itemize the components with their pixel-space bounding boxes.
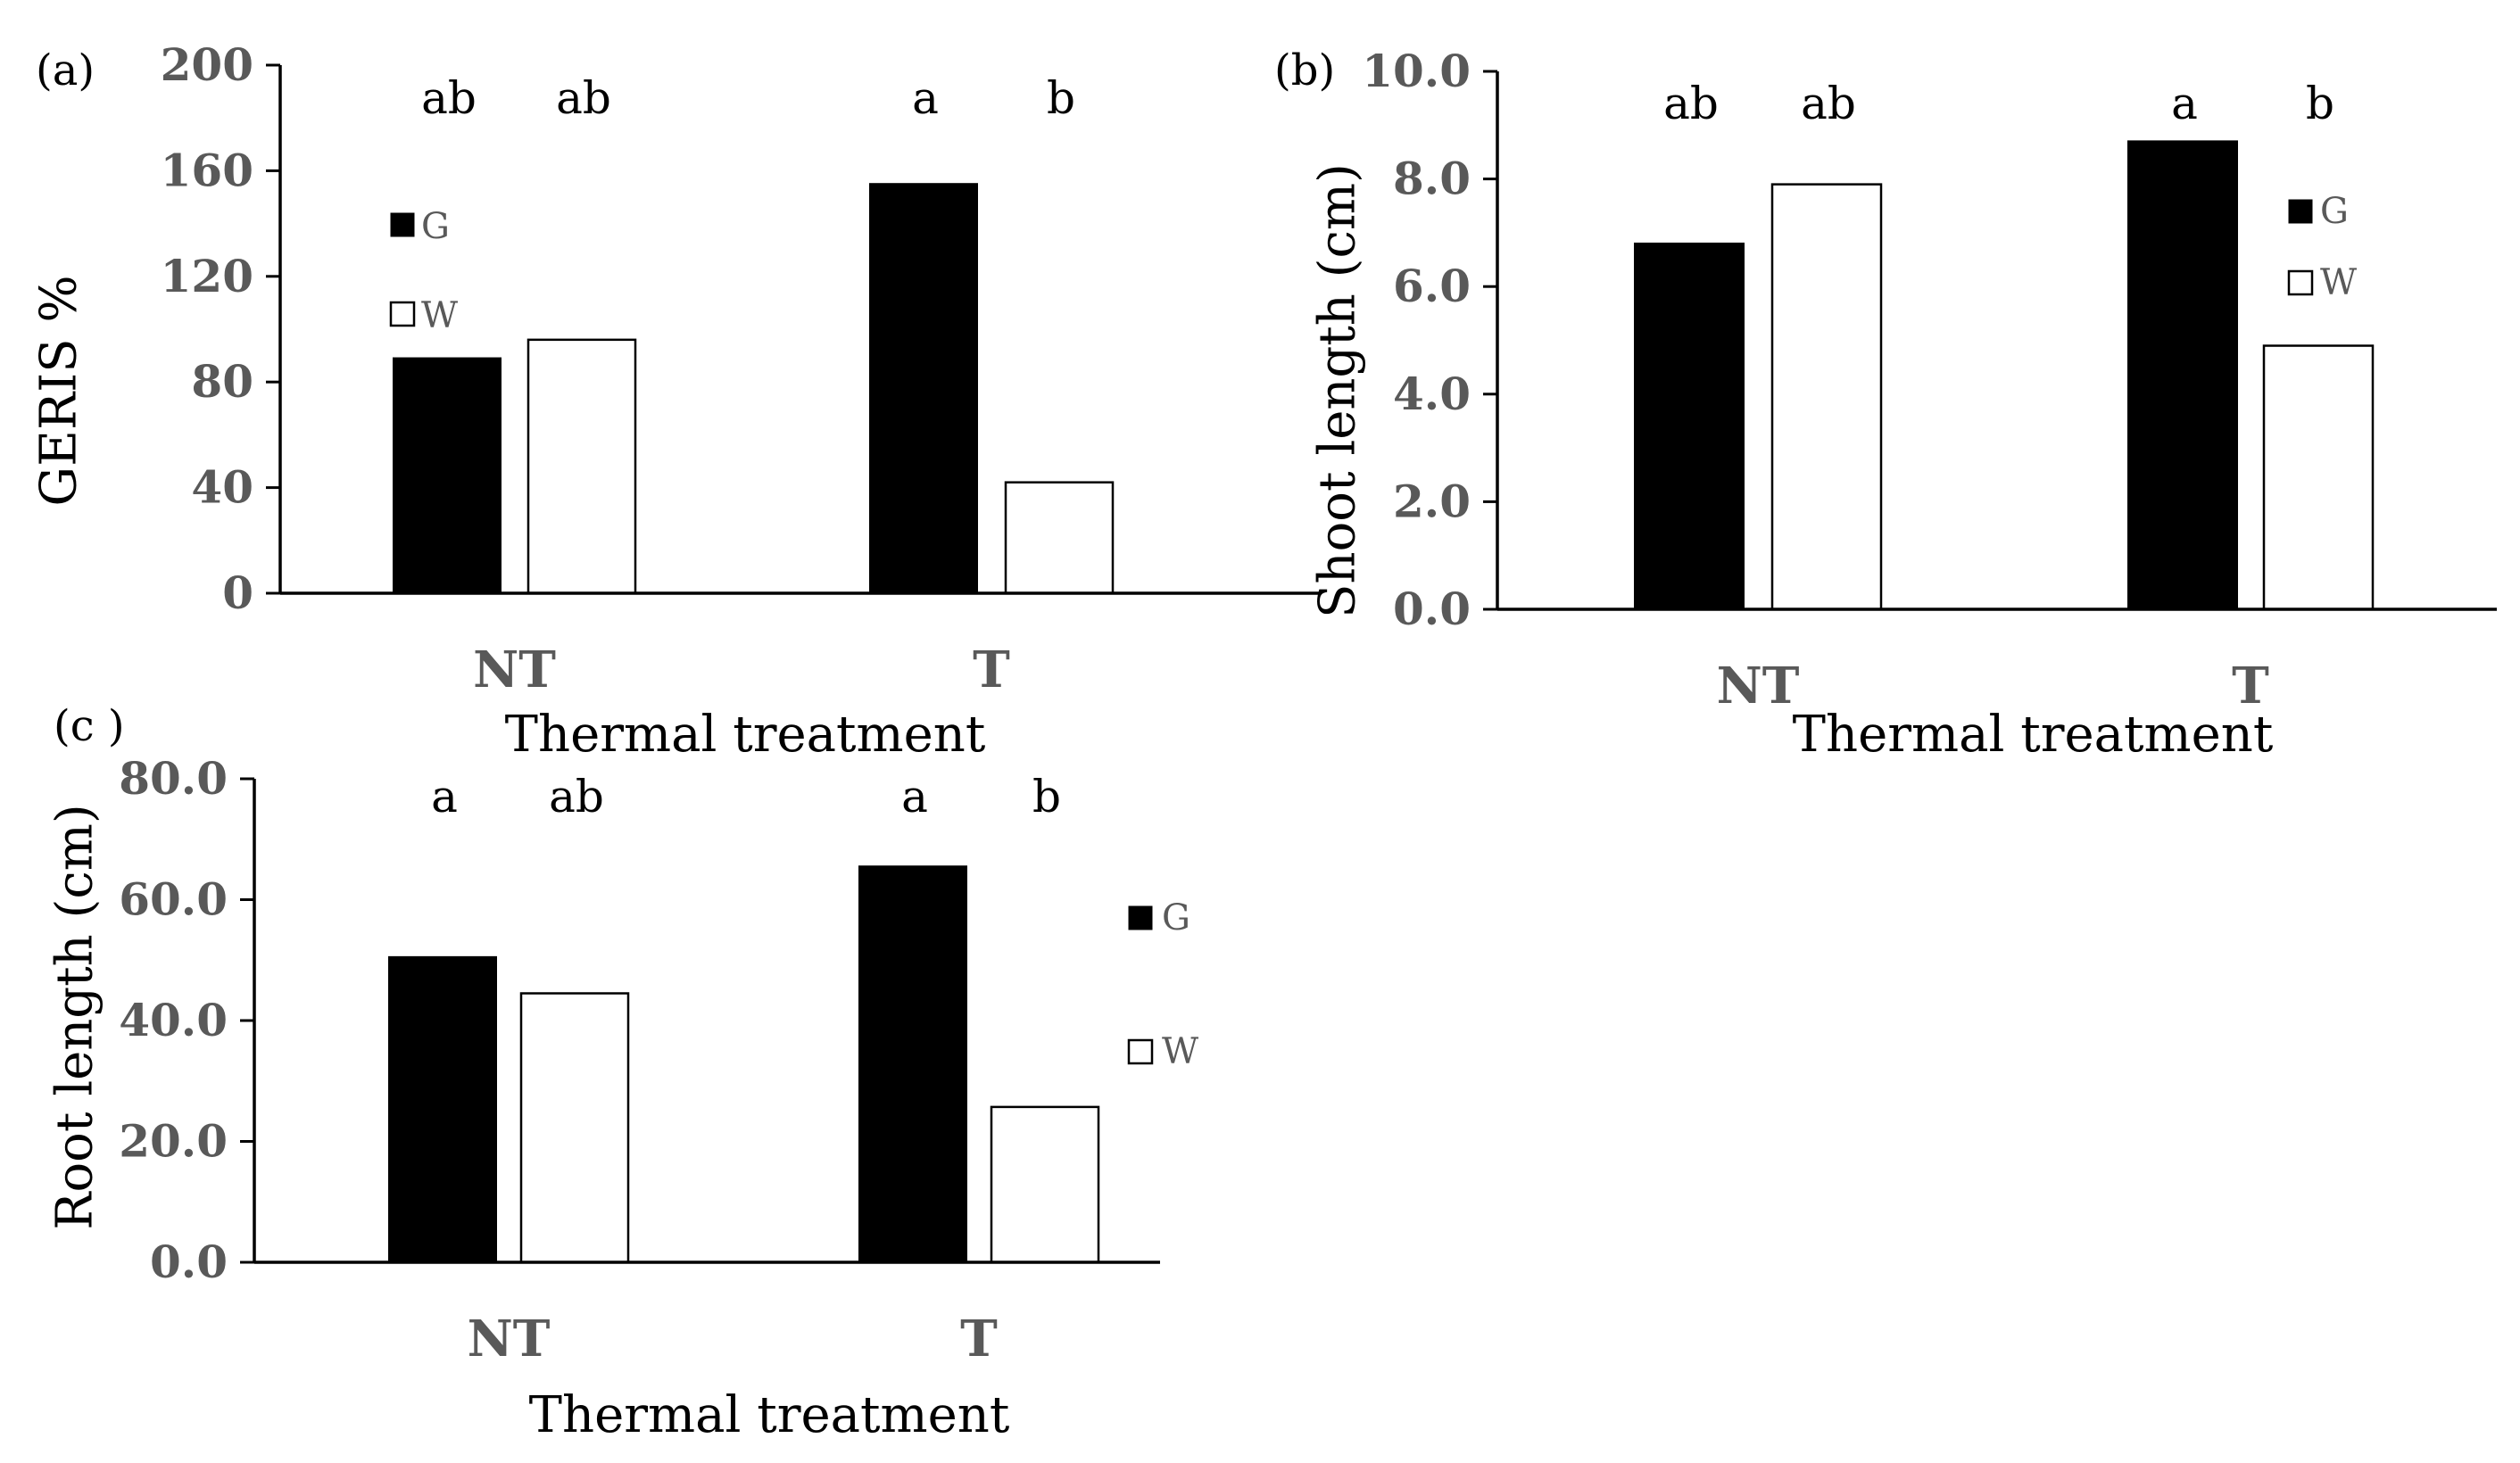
panel-label: (a) [36, 45, 95, 95]
bar-w-nt [1770, 183, 1883, 611]
bar-w-t [2262, 344, 2375, 611]
y-tick-label: 20.0 [119, 1115, 228, 1168]
legend-label: G [2320, 191, 2349, 232]
legend-label: W [2320, 262, 2357, 303]
panel-label: (b) [1274, 45, 1335, 95]
x-category-label: T [973, 641, 1010, 699]
significance-letter: b [1032, 771, 1061, 822]
x-axis-title: Thermal treatment [1793, 706, 2274, 764]
bar-g-nt [1634, 242, 1745, 610]
bar-w-nt [519, 992, 630, 1264]
legend-swatch-g [1128, 905, 1153, 930]
y-tick-label: 200 [161, 38, 253, 91]
x-axis-title: Thermal treatment [505, 706, 986, 764]
significance-letter: ab [556, 72, 611, 124]
x-category-label: T [960, 1310, 998, 1368]
legend-label: G [421, 206, 450, 247]
bar-g-t [2127, 140, 2238, 610]
y-axis-title: Root length (cm) [46, 804, 104, 1229]
y-tick-label: 4.0 [1393, 368, 1471, 420]
legend-swatch-w [2287, 269, 2314, 296]
y-tick-label: 40.0 [119, 994, 228, 1046]
legend-swatch-g [390, 212, 415, 237]
bar-g-t [869, 183, 978, 594]
y-tick-label: 120 [161, 250, 253, 302]
y-tick-label: 80.0 [119, 752, 228, 805]
legend-label: W [421, 295, 458, 336]
bar-w-nt [526, 338, 637, 595]
legend-swatch-g [2288, 199, 2313, 224]
significance-letter: b [1047, 72, 1075, 124]
significance-letter: b [2306, 78, 2334, 129]
legend-label: W [1162, 1031, 1198, 1072]
y-tick-label: 6.0 [1393, 260, 1471, 312]
x-category-label: NT [473, 641, 556, 699]
legend-label: G [1162, 897, 1190, 938]
legend-swatch-w [1127, 1038, 1154, 1065]
y-tick-label: 0 [222, 566, 253, 619]
x-category-label: NT [1717, 657, 1800, 715]
bar-w-t [1004, 481, 1115, 595]
significance-letter: ab [1663, 78, 1719, 129]
bar-g-nt [393, 357, 502, 594]
y-axis-title: Shoot length (cm) [1309, 163, 1367, 618]
y-tick-label: 80 [191, 355, 253, 408]
significance-letter: ab [1801, 78, 1856, 129]
y-tick-label: 40 [191, 461, 253, 514]
x-category-label: NT [468, 1310, 551, 1368]
y-axis-title: GERIS % [30, 275, 88, 506]
significance-letter: ab [549, 771, 604, 822]
significance-letter: ab [421, 72, 477, 124]
y-tick-label: 0.0 [150, 1236, 228, 1288]
y-tick-label: 8.0 [1393, 153, 1471, 205]
significance-letter: a [912, 72, 939, 124]
bar-w-t [990, 1105, 1100, 1264]
significance-letter: a [431, 771, 458, 822]
x-category-label: T [2232, 657, 2269, 715]
significance-letter: a [901, 771, 928, 822]
legend-swatch-w [389, 301, 416, 327]
y-tick-label: 60.0 [119, 873, 228, 926]
y-tick-label: 10.0 [1362, 45, 1471, 97]
bar-g-nt [388, 955, 497, 1264]
y-tick-label: 0.0 [1393, 583, 1471, 635]
panel-label: (c ) [54, 701, 125, 751]
significance-letter: a [2171, 78, 2198, 129]
bar-g-t [858, 865, 967, 1263]
y-tick-label: 160 [161, 144, 253, 196]
x-axis-title: Thermal treatment [529, 1386, 1010, 1444]
y-tick-label: 2.0 [1393, 475, 1471, 527]
